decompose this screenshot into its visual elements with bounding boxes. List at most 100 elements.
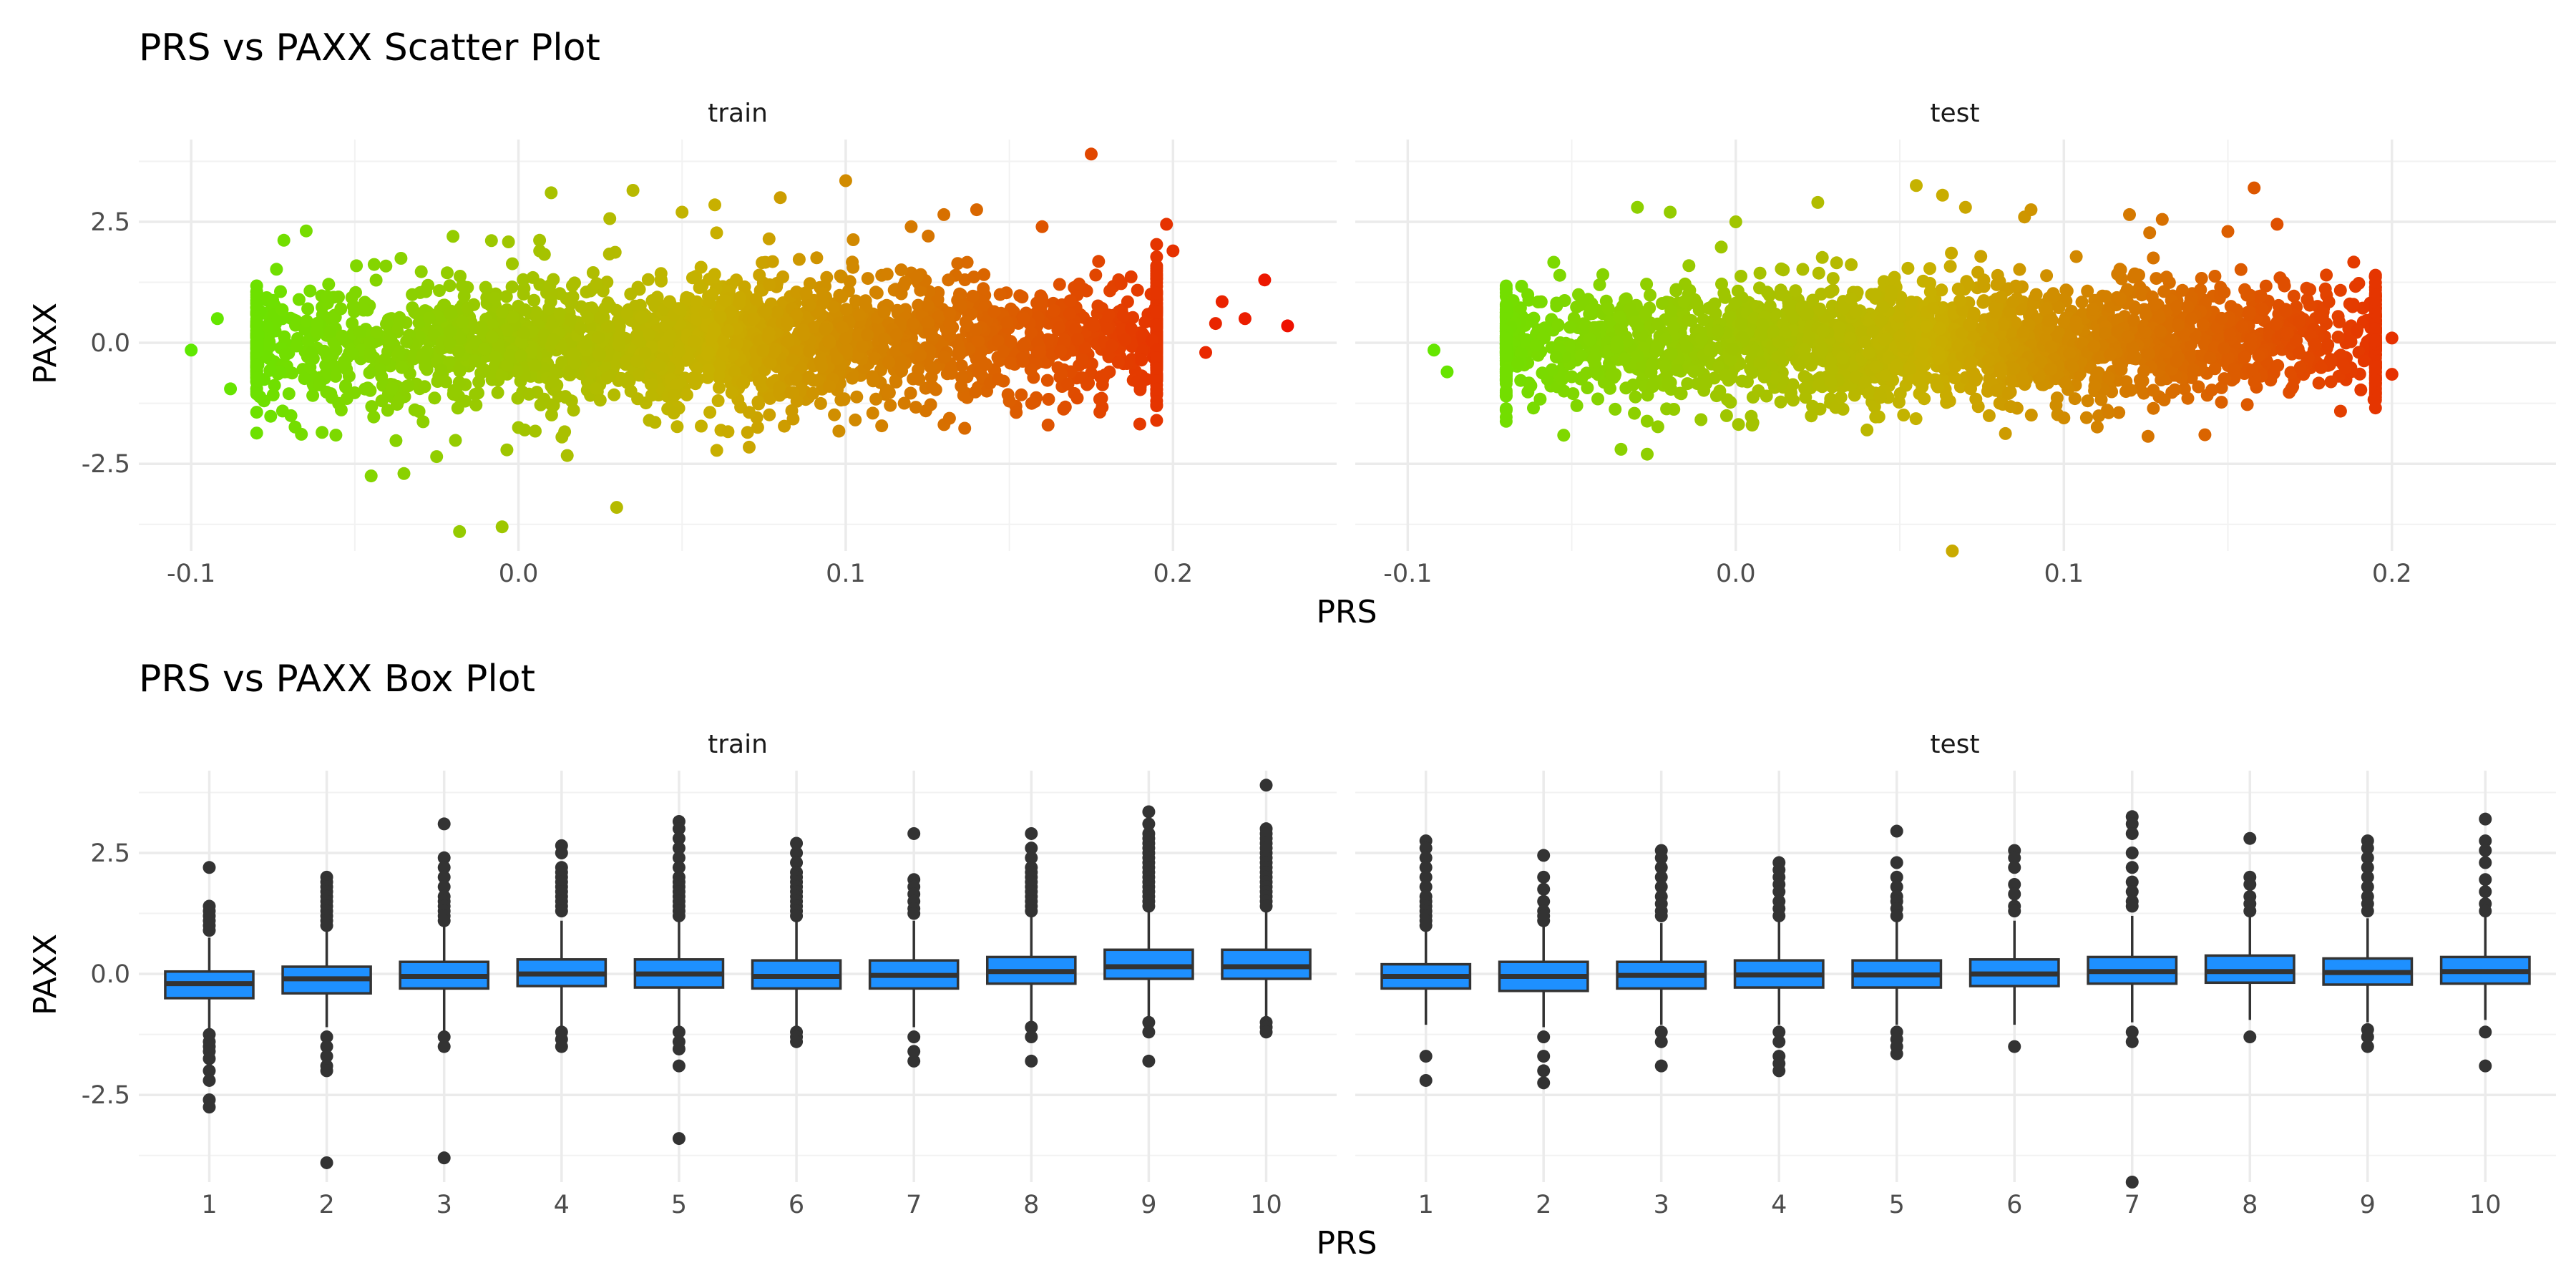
scatter-point [763, 408, 776, 421]
scatter-point [1136, 343, 1149, 357]
scatter-point [1897, 409, 1911, 421]
scatter-point [1872, 410, 1885, 424]
scatter-point [1514, 374, 1528, 387]
scatter-point [2157, 393, 2171, 406]
scatter-point [505, 280, 519, 293]
scatter-point [603, 212, 617, 225]
scatter-point [568, 356, 582, 369]
scatter-point [1709, 307, 1722, 321]
scatter-point [702, 346, 716, 359]
scatter-point [2234, 263, 2248, 276]
scatter-point [749, 293, 763, 306]
scatter-x-tick-label: 0.0 [1716, 560, 1756, 588]
scatter-point [2128, 267, 2142, 280]
scatter-point [1845, 292, 1858, 306]
scatter-point [1515, 280, 1528, 293]
scatter-point [1150, 286, 1163, 300]
scatter-point [1584, 303, 1597, 317]
scatter-point [1527, 401, 1540, 415]
scatter-point [687, 335, 701, 348]
scatter-point [1989, 384, 2003, 397]
scatter-point [803, 344, 816, 358]
scatter-point [1735, 270, 1747, 283]
scatter-point [925, 328, 938, 341]
scatter-point [955, 359, 968, 372]
scatter-point [1580, 366, 1594, 380]
scatter-point [1714, 240, 1728, 254]
scatter-point [922, 316, 935, 329]
scatter-point [790, 308, 804, 322]
scatter-point [1940, 396, 1953, 409]
scatter-point [1150, 318, 1163, 332]
scatter-point [1813, 302, 1827, 316]
scatter-point [1105, 339, 1118, 353]
scatter-point [828, 408, 841, 421]
scatter-point [210, 312, 224, 326]
scatter-point [485, 330, 499, 343]
scatter-point [904, 220, 918, 233]
scatter-point [1102, 350, 1116, 364]
scatter-point [2160, 270, 2173, 284]
scatter-point [970, 203, 983, 217]
scatter-point [1150, 273, 1163, 286]
scatter-point [1629, 390, 1642, 404]
scatter-point [713, 381, 726, 394]
scatter-point [322, 278, 336, 291]
scatter-point [969, 385, 982, 399]
scatter-point [839, 332, 852, 346]
scatter-point [301, 302, 315, 316]
scatter-point [1089, 268, 1103, 282]
scatter-point [453, 525, 467, 538]
scatter-point [1873, 391, 1887, 404]
scatter-point [2255, 302, 2268, 316]
scatter-point [802, 370, 816, 384]
scatter-point [290, 339, 303, 353]
scatter-point [1054, 345, 1068, 358]
scatter-point [441, 266, 454, 280]
scatter-point [367, 258, 381, 271]
scatter-point [781, 335, 795, 348]
scatter-point [558, 425, 572, 439]
scatter-point [924, 360, 937, 374]
scatter-point [861, 328, 874, 341]
scatter-point [937, 208, 951, 221]
scatter-point [1124, 270, 1138, 283]
scatter-point [635, 311, 649, 324]
scatter-point [1609, 402, 1622, 416]
scatter-point [867, 374, 880, 388]
scatter-point [1724, 353, 1737, 366]
scatter-point [1070, 391, 1084, 405]
scatter-point [1553, 268, 1566, 282]
scatter-point [1763, 299, 1777, 313]
scatter-point [882, 385, 895, 399]
scatter-point [694, 260, 708, 274]
scatter-point [1812, 266, 1825, 280]
scatter-point [1215, 295, 1229, 308]
scatter-point [2129, 302, 2142, 316]
scatter-point [1724, 396, 1737, 409]
scatter-point [1994, 291, 2008, 304]
scatter-point [2333, 283, 2347, 297]
scatter-point [397, 467, 411, 480]
scatter-point [762, 232, 776, 245]
scatter-point [277, 233, 291, 247]
scatter-point [380, 317, 393, 331]
scatter-point [1923, 285, 1937, 298]
scatter-point [449, 385, 462, 399]
scatter-point [708, 268, 721, 281]
scatter-point [1117, 309, 1130, 323]
scatter-point [1533, 392, 1547, 406]
scatter-point [517, 273, 530, 286]
scatter-point [1499, 282, 1513, 296]
scatter-point [856, 340, 869, 353]
scatter-point [263, 335, 276, 348]
scatter-point [826, 300, 840, 313]
scatter-point [970, 323, 983, 336]
scatter-point [631, 392, 645, 406]
scatter-point [748, 356, 762, 369]
scatter-point [899, 275, 912, 289]
scatter-point [859, 294, 872, 308]
scatter-point [2120, 283, 2134, 296]
scatter-point [663, 328, 677, 342]
scatter-point [1102, 308, 1116, 322]
